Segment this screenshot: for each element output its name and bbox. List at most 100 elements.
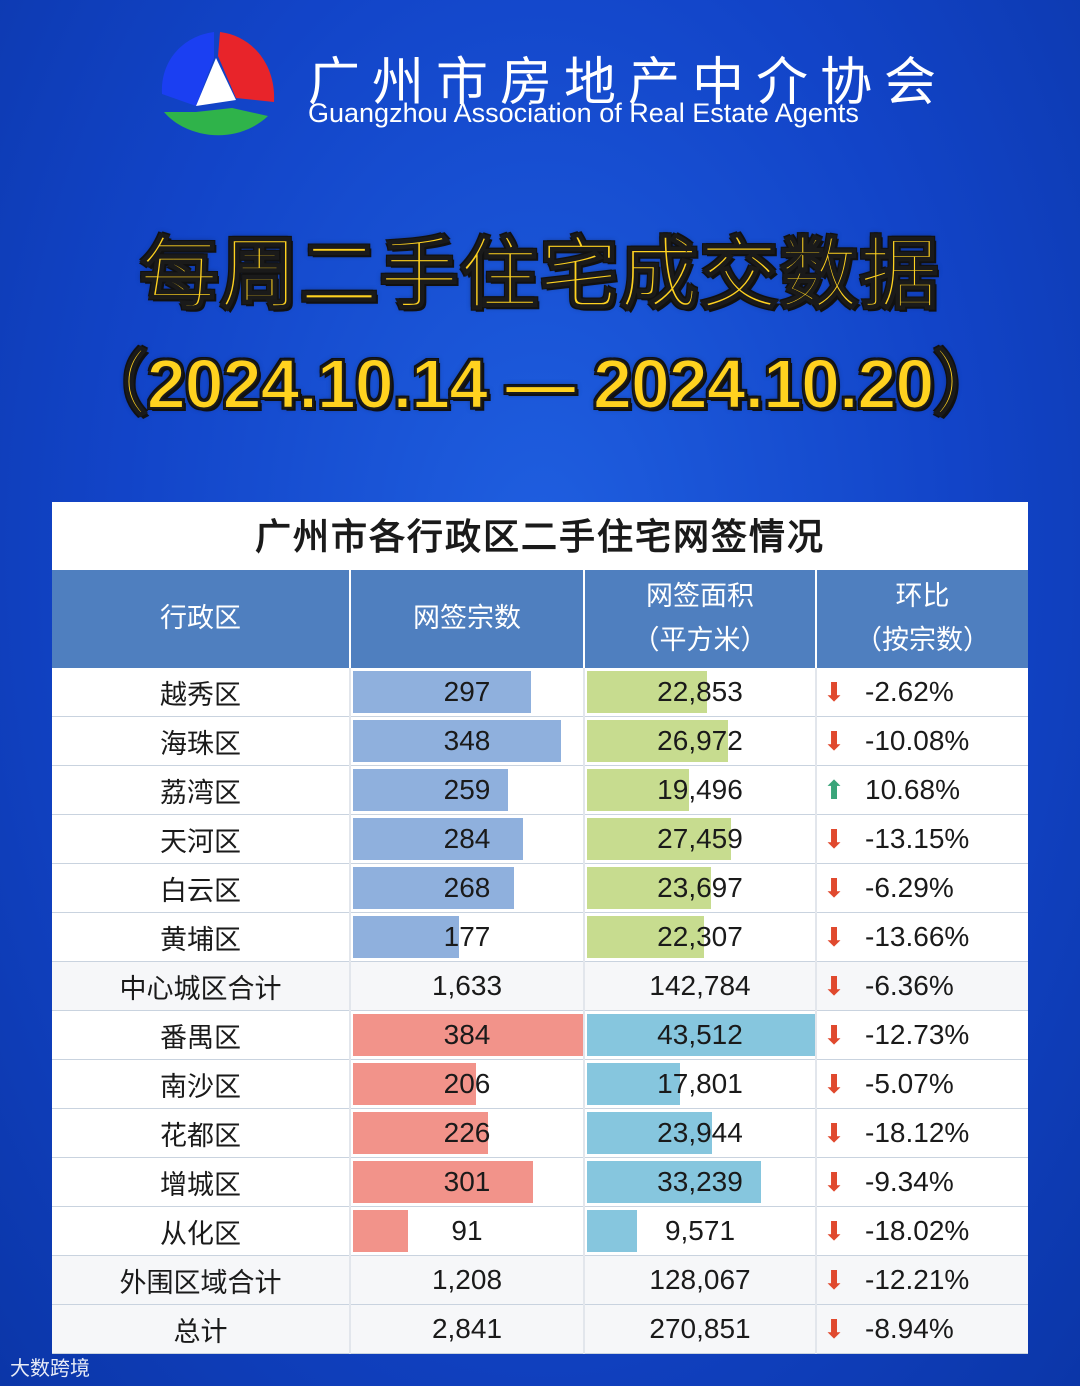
- summary-row: 外围区域合计 1,208 128,067 ⬇ -12.21%: [52, 1255, 1028, 1305]
- table-row: 增城区 301 33,239 ⬇ -9.34%: [52, 1157, 1028, 1207]
- column-header-line: （平方米）: [632, 625, 768, 656]
- area-cell: 27,459: [584, 814, 817, 864]
- data-table: 行政区 网签宗数 网签面积 （平方米） 环比 （按宗数） 越秀区 297 22,85…: [52, 570, 1028, 1354]
- district-table: 广州市各行政区二手住宅网签情况 行政区 网签宗数 网签面积 （平方米） 环比 （…: [52, 502, 1028, 1354]
- area-value: 17,801: [657, 1068, 743, 1099]
- table-row: 花都区 226 23,944 ⬇ -18.12%: [52, 1108, 1028, 1158]
- count-bar: [353, 671, 531, 713]
- association-logo: [161, 32, 275, 136]
- column-header-line: 环比: [895, 581, 950, 612]
- arrow-down-icon: ⬇: [823, 1216, 845, 1246]
- arrow-down-icon: ⬇: [823, 1265, 845, 1295]
- count-cell: 259: [350, 765, 585, 815]
- count-value: 301: [443, 1166, 491, 1197]
- arrow-down-icon: ⬇: [823, 873, 845, 903]
- area-bar: [587, 1112, 712, 1154]
- arrow-down-icon: ⬇: [823, 1314, 845, 1344]
- area-value: 33,239: [657, 1166, 743, 1197]
- district-name: 中心城区合计: [52, 961, 351, 1011]
- area-cell: 26,972: [584, 716, 817, 766]
- change-cell: ⬇ -13.66%: [816, 912, 1028, 962]
- district-name: 白云区: [52, 863, 351, 913]
- area-bar: [587, 818, 731, 860]
- change-value: -2.62%: [865, 676, 954, 707]
- column-header-area: 网签面积 （平方米）: [584, 570, 817, 668]
- table-row: 南沙区 206 17,801 ⬇ -5.07%: [52, 1059, 1028, 1109]
- column-header-district: 行政区: [52, 570, 351, 668]
- table-row: 越秀区 297 22,853 ⬇ -2.62%: [52, 668, 1028, 717]
- change-value: -6.29%: [865, 872, 954, 903]
- area-bar: [587, 1210, 637, 1252]
- change-value: -13.15%: [865, 823, 970, 854]
- change-cell: ⬇ -18.02%: [816, 1206, 1028, 1256]
- count-bar: [353, 1014, 583, 1056]
- count-value: 177: [443, 921, 491, 952]
- area-bar: [587, 769, 689, 811]
- area-bar: [587, 916, 704, 958]
- table-row: 从化区 91 9,571 ⬇ -18.02%: [52, 1206, 1028, 1256]
- change-cell: ⬇ -13.15%: [816, 814, 1028, 864]
- district-name: 海珠区: [52, 716, 351, 766]
- change-value: -10.08%: [865, 725, 970, 756]
- organization-name-cn: 广州市房地产中介协会: [308, 53, 949, 113]
- count-cell: 206: [350, 1059, 585, 1109]
- area-cell: 17,801: [584, 1059, 817, 1109]
- change-value: -12.73%: [865, 1019, 970, 1050]
- change-cell: ⬇ -8.94%: [816, 1304, 1028, 1354]
- change-cell: ⬇ -5.07%: [816, 1059, 1028, 1109]
- arrow-down-icon: ⬇: [823, 726, 845, 756]
- area-value: 43,512: [657, 1019, 743, 1050]
- district-name: 黄埔区: [52, 912, 351, 962]
- count-cell: 268: [350, 863, 585, 913]
- count-bar: [353, 1112, 488, 1154]
- change-value: -8.94%: [865, 1313, 954, 1344]
- count-value: 297: [443, 676, 491, 707]
- area-value: 23,697: [657, 872, 743, 903]
- count-bar: [353, 818, 523, 860]
- count-bar: [353, 916, 459, 958]
- change-value: -9.34%: [865, 1166, 954, 1197]
- area-value: 128,067: [649, 1264, 751, 1295]
- arrow-down-icon: ⬇: [823, 1020, 845, 1050]
- count-value: 259: [443, 774, 491, 805]
- arrow-down-icon: ⬇: [823, 922, 845, 952]
- table-title: 广州市各行政区二手住宅网签情况: [254, 517, 825, 558]
- change-value: 10.68%: [865, 774, 960, 805]
- area-cell: 23,944: [584, 1108, 817, 1158]
- table-row: 黄埔区 177 22,307 ⬇ -13.66%: [52, 912, 1028, 962]
- table-row: 海珠区 348 26,972 ⬇ -10.08%: [52, 716, 1028, 766]
- arrow-up-icon: ⬆: [823, 775, 845, 805]
- area-cell: 19,496: [584, 765, 817, 815]
- logo-blue-segment: [161, 32, 214, 106]
- area-bar: [587, 867, 711, 909]
- column-header-line: （按宗数）: [855, 625, 990, 656]
- area-bar: [587, 1161, 761, 1203]
- area-cell: 33,239: [584, 1157, 817, 1207]
- count-cell: 384: [350, 1010, 585, 1060]
- change-value: -13.66%: [865, 921, 970, 952]
- change-value: -18.02%: [865, 1215, 970, 1246]
- count-bar: [353, 769, 508, 811]
- watermark: 大数跨境: [10, 1356, 90, 1380]
- change-cell: ⬇ -2.62%: [816, 668, 1028, 717]
- count-bar: [353, 867, 514, 909]
- column-header-line: 网签面积: [646, 581, 754, 612]
- area-cell: 22,307: [584, 912, 817, 962]
- arrow-down-icon: ⬇: [823, 1167, 845, 1197]
- count-bar: [353, 1063, 476, 1105]
- district-name: 南沙区: [52, 1059, 351, 1109]
- area-value: 22,853: [657, 676, 743, 707]
- count-value: 348: [443, 725, 491, 756]
- count-bar: [353, 1161, 533, 1203]
- logo-white-triangle: [196, 58, 236, 106]
- summary-row: 总计 2,841 270,851 ⬇ -8.94%: [52, 1304, 1028, 1354]
- arrow-down-icon: ⬇: [823, 971, 845, 1001]
- column-header-line: 网签宗数: [413, 603, 521, 634]
- count-value: 268: [443, 872, 491, 903]
- change-value: -5.07%: [865, 1068, 954, 1099]
- area-cell: 43,512: [584, 1010, 817, 1060]
- area-bar: [587, 1014, 815, 1056]
- count-cell: 301: [350, 1157, 585, 1207]
- district-name: 天河区: [52, 814, 351, 864]
- count-cell: 1,208: [350, 1255, 585, 1305]
